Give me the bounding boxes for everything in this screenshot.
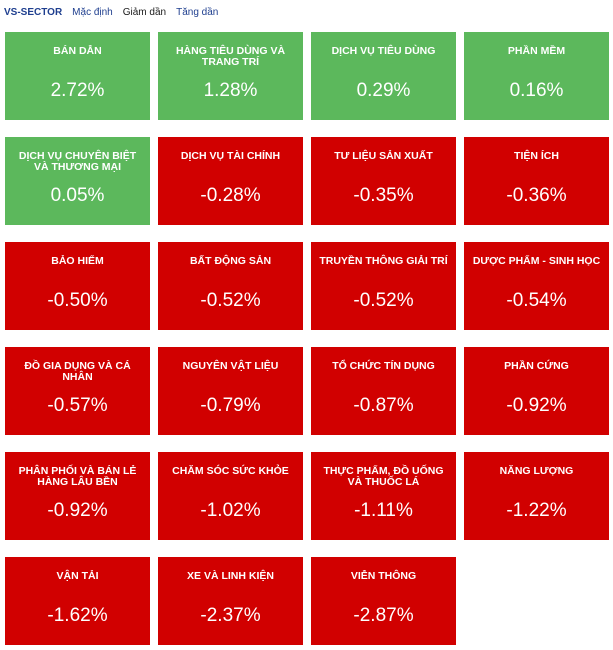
sector-tile[interactable]: HÀNG TIÊU DÙNG VÀ TRANG TRÍ 1.28%: [158, 32, 303, 120]
sector-name: BẤT ĐỘNG SẢN: [189, 255, 272, 267]
sector-tile[interactable]: TIỆN ÍCH -0.36%: [464, 137, 609, 225]
sector-change-value: 2.72%: [50, 80, 105, 101]
brand-title: VS-SECTOR: [4, 6, 63, 18]
sector-tile[interactable]: BÁN DẪN 2.72%: [5, 32, 150, 120]
sector-name: PHẦN CỨNG: [504, 360, 569, 372]
sector-change-value: 0.05%: [50, 185, 105, 206]
sector-change-value: -0.79%: [200, 395, 261, 416]
sector-change-value: -1.22%: [506, 500, 567, 521]
sector-change-value: -2.87%: [353, 605, 414, 626]
sector-tile[interactable]: VIỄN THÔNG -2.87%: [311, 557, 456, 645]
sector-change-value: -0.87%: [353, 395, 414, 416]
sector-change-value: -0.92%: [506, 395, 567, 416]
sector-tile[interactable]: XE VÀ LINH KIỆN -2.37%: [158, 557, 303, 645]
sector-name: THỰC PHẨM, ĐỒ UỐNG VÀ THUỐC LÁ: [323, 465, 444, 488]
sector-name: BÁN DẪN: [53, 45, 102, 57]
sector-name: DỊCH VỤ TÀI CHÍNH: [180, 150, 281, 162]
sector-tile[interactable]: BẢO HIỂM -0.50%: [5, 242, 150, 330]
sector-change-value: 0.29%: [356, 80, 411, 101]
sector-tile[interactable]: VẬN TẢI -1.62%: [5, 557, 150, 645]
sector-name: TRUYỀN THÔNG GIẢI TRÍ: [319, 255, 448, 267]
sort-descending-link[interactable]: Giảm dần: [122, 6, 167, 18]
sector-name: TIỆN ÍCH: [514, 150, 559, 162]
sector-name: BẢO HIỂM: [51, 255, 104, 267]
sector-change-value: -0.92%: [47, 500, 108, 521]
sector-change-value: 1.28%: [203, 80, 258, 101]
sector-name: DỊCH VỤ TIÊU DÙNG: [331, 45, 436, 57]
sector-change-value: -1.62%: [47, 605, 108, 626]
sector-tile[interactable]: TRUYỀN THÔNG GIẢI TRÍ -0.52%: [311, 242, 456, 330]
sector-tile[interactable]: CHĂM SÓC SỨC KHỎE -1.02%: [158, 452, 303, 540]
sector-name: DỊCH VỤ CHUYÊN BIỆT VÀ THƯƠNG MẠI: [18, 150, 137, 173]
sector-header: VS-SECTOR Mặc định Giảm dần Tăng dần: [4, 4, 218, 20]
sector-tile[interactable]: DƯỢC PHẨM - SINH HỌC -0.54%: [464, 242, 609, 330]
sector-tile[interactable]: DỊCH VỤ CHUYÊN BIỆT VÀ THƯƠNG MẠI 0.05%: [5, 137, 150, 225]
sector-tile[interactable]: DỊCH VỤ TIÊU DÙNG 0.29%: [311, 32, 456, 120]
sector-tile[interactable]: TƯ LIỆU SẢN XUẤT -0.35%: [311, 137, 456, 225]
sector-tile[interactable]: ĐỒ GIA DỤNG VÀ CÁ NHÂN -0.57%: [5, 347, 150, 435]
sector-name: XE VÀ LINH KIỆN: [187, 570, 274, 582]
sector-name: DƯỢC PHẨM - SINH HỌC: [472, 255, 601, 267]
sector-name: TỔ CHỨC TÍN DỤNG: [332, 360, 435, 372]
sector-change-value: -2.37%: [200, 605, 261, 626]
sector-tile[interactable]: DỊCH VỤ TÀI CHÍNH -0.28%: [158, 137, 303, 225]
sector-change-value: -0.52%: [200, 290, 261, 311]
sector-change-value: -1.02%: [200, 500, 261, 521]
sector-name: VẬN TẢI: [56, 570, 99, 582]
sector-tile[interactable]: TỔ CHỨC TÍN DỤNG -0.87%: [311, 347, 456, 435]
sector-change-value: -0.52%: [353, 290, 414, 311]
sector-name: TƯ LIỆU SẢN XUẤT: [334, 150, 433, 162]
sector-name: HÀNG TIÊU DÙNG VÀ TRANG TRÍ: [175, 45, 286, 68]
sector-name: VIỄN THÔNG: [350, 570, 417, 582]
sector-name: PHÂN PHỐI VÀ BÁN LẺ HÀNG LÂU BỀN: [18, 465, 137, 488]
sector-change-value: -0.36%: [506, 185, 567, 206]
sector-change-value: 0.16%: [509, 80, 564, 101]
sector-change-value: -0.54%: [506, 290, 567, 311]
sector-tile[interactable]: BẤT ĐỘNG SẢN -0.52%: [158, 242, 303, 330]
sector-tile[interactable]: PHẦN MỀM 0.16%: [464, 32, 609, 120]
sector-tile[interactable]: THỰC PHẨM, ĐỒ UỐNG VÀ THUỐC LÁ -1.11%: [311, 452, 456, 540]
sort-default-link[interactable]: Mặc định: [72, 6, 113, 18]
sector-change-value: -0.28%: [200, 185, 261, 206]
sector-change-value: -0.35%: [353, 185, 414, 206]
sector-tile[interactable]: PHÂN PHỐI VÀ BÁN LẺ HÀNG LÂU BỀN -0.92%: [5, 452, 150, 540]
sector-tile[interactable]: NĂNG LƯỢNG -1.22%: [464, 452, 609, 540]
sector-name: CHĂM SÓC SỨC KHỎE: [172, 465, 289, 477]
sector-name: NĂNG LƯỢNG: [499, 465, 574, 477]
sector-tile[interactable]: PHẦN CỨNG -0.92%: [464, 347, 609, 435]
sector-change-value: -1.11%: [354, 500, 413, 521]
sector-name: NGUYÊN VẬT LIỆU: [182, 360, 279, 372]
sector-change-value: -0.57%: [47, 395, 108, 416]
sector-grid: BÁN DẪN 2.72% HÀNG TIÊU DÙNG VÀ TRANG TRÍ 1…: [5, 32, 613, 645]
sort-ascending-link[interactable]: Tăng dần: [176, 6, 219, 18]
sector-name: PHẦN MỀM: [507, 45, 566, 57]
sector-tile[interactable]: NGUYÊN VẬT LIỆU -0.79%: [158, 347, 303, 435]
sector-name: ĐỒ GIA DỤNG VÀ CÁ NHÂN: [24, 360, 131, 383]
sector-change-value: -0.50%: [47, 290, 108, 311]
